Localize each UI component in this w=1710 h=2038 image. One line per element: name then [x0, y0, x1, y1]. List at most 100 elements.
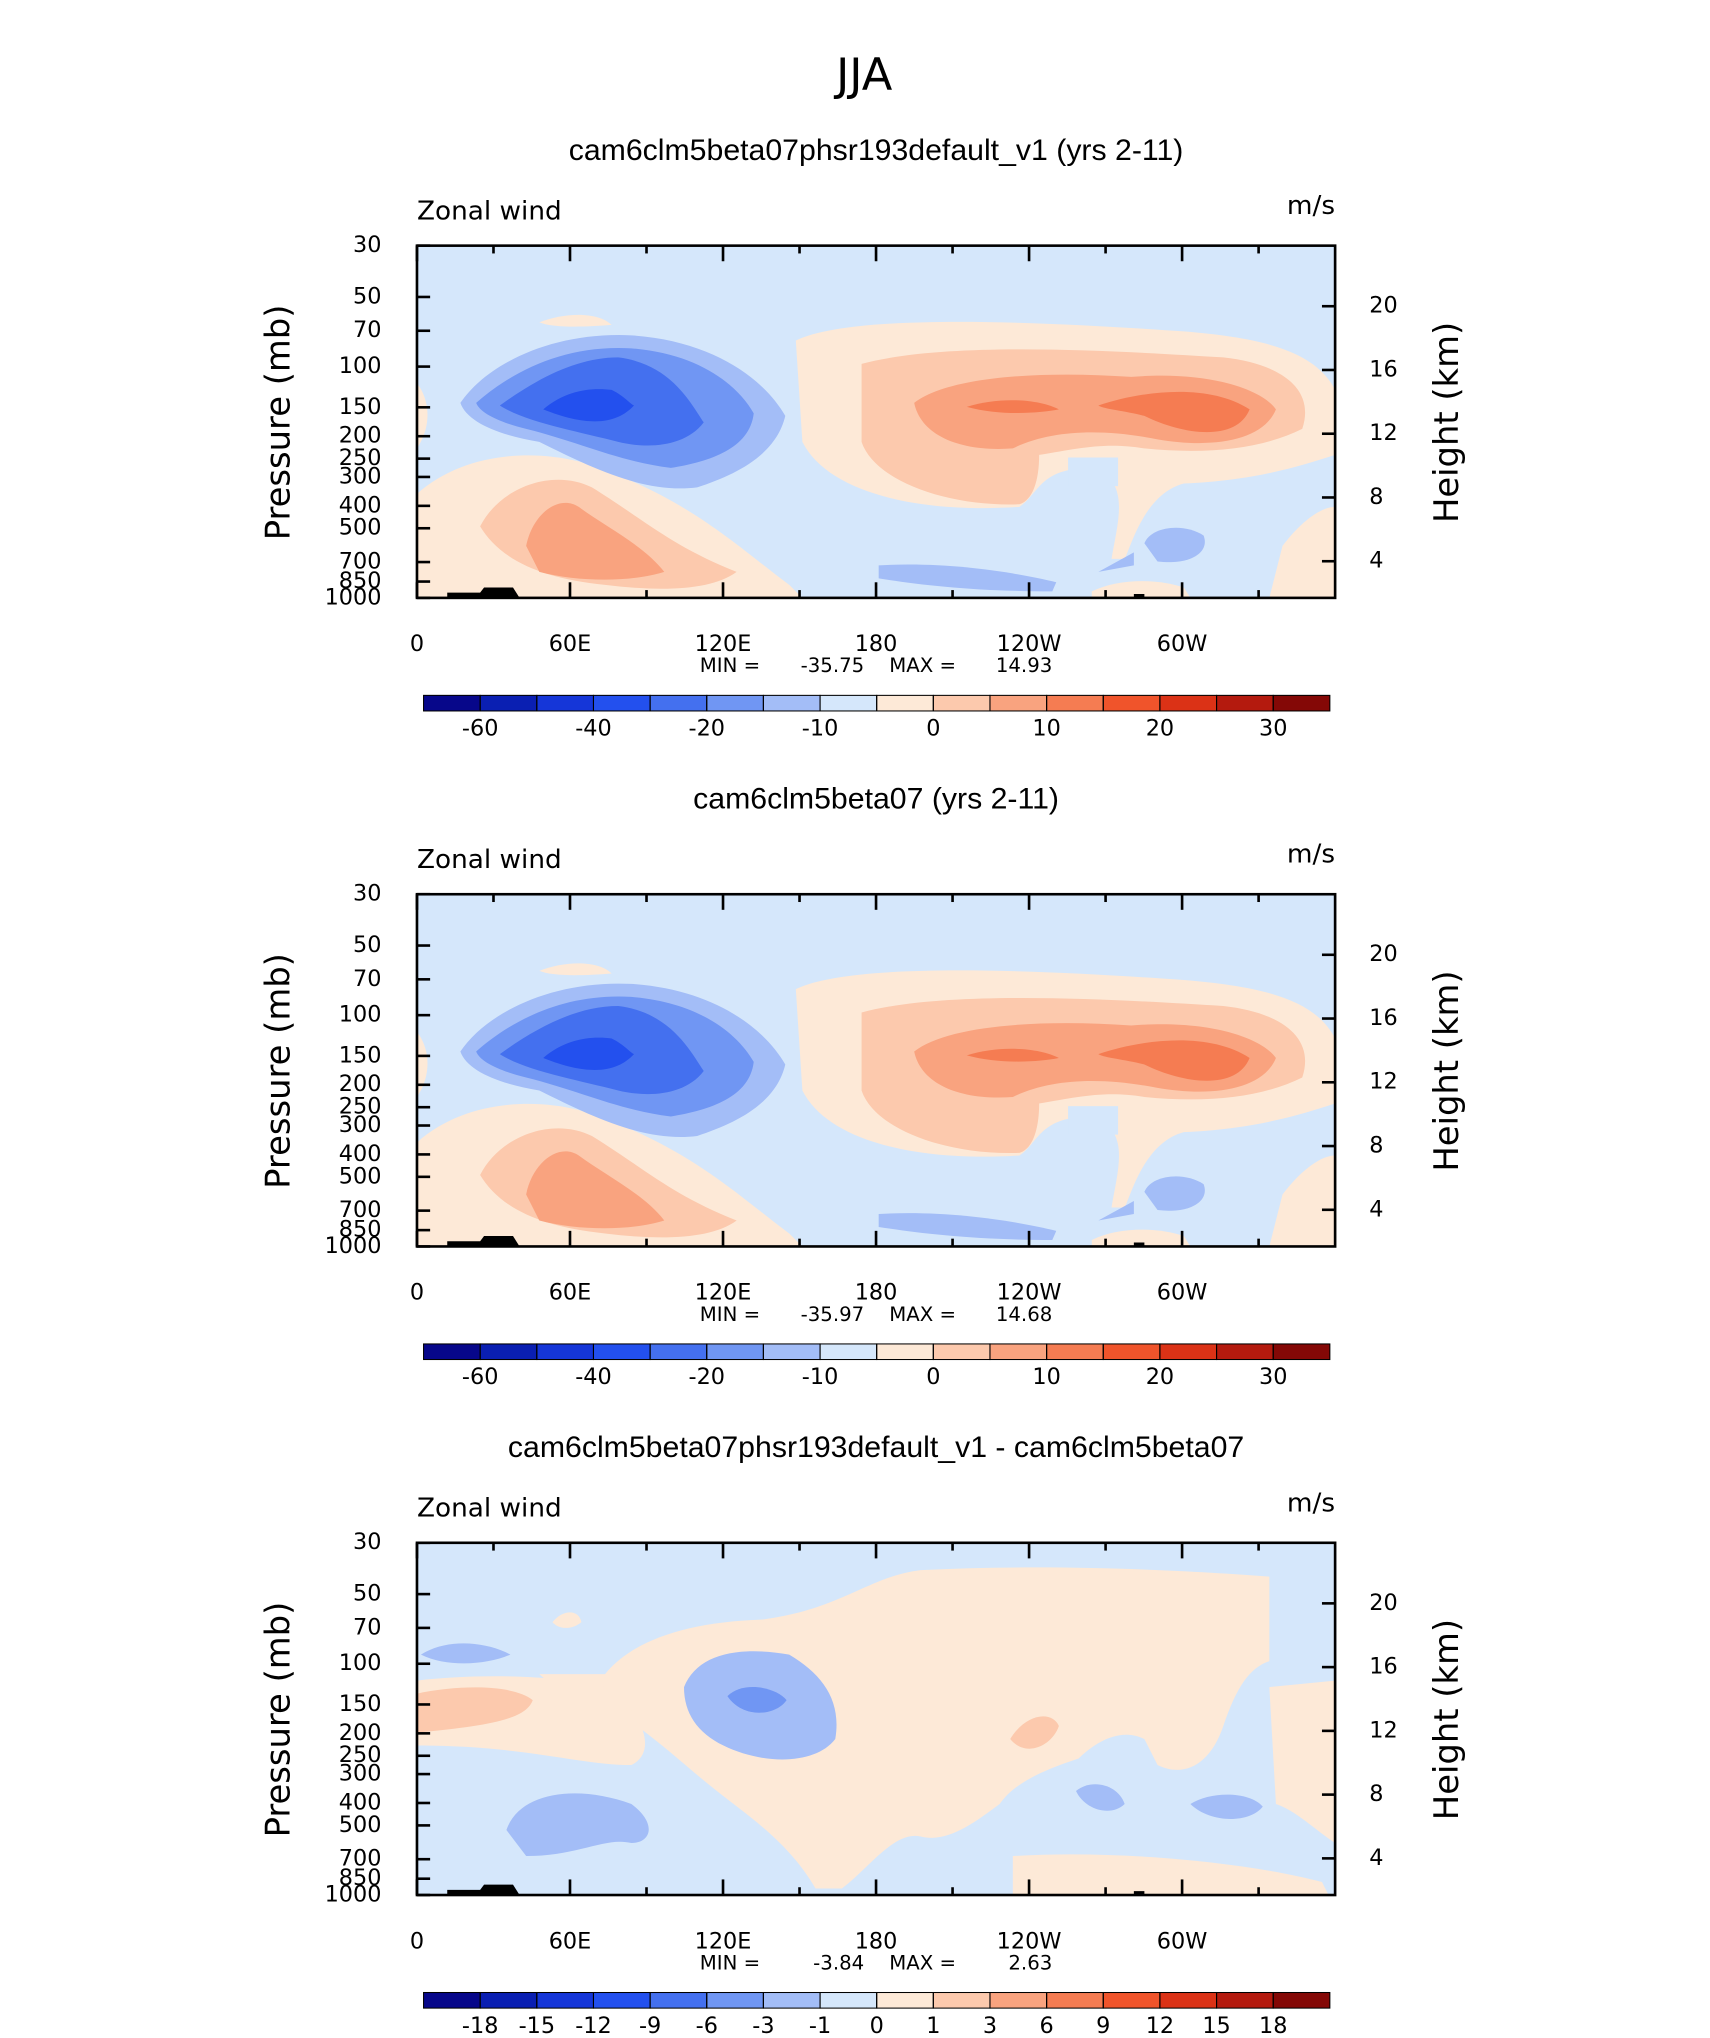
colorbar-label: -3: [752, 2013, 774, 2038]
colorbar-box: [536, 1343, 595, 1361]
x-tick-label: 0: [410, 1928, 424, 1954]
contour-fill: [966, 400, 1059, 413]
y-tick-label: 1000: [325, 1233, 382, 1259]
colorbar-label: 12: [1146, 2013, 1174, 2038]
contour-fill: [526, 1151, 665, 1229]
colorbar-box: [592, 1991, 651, 2009]
contour-fill: [1098, 1200, 1134, 1221]
colorbar-label: 1: [926, 2013, 940, 2038]
colorbar-box: [479, 1343, 538, 1361]
y-tick-label: 250: [339, 1742, 382, 1768]
x-tick-label: 180: [855, 1280, 898, 1306]
colorbar-label: -40: [575, 716, 612, 742]
colorbar-box: [819, 1991, 878, 2009]
y-tick-label: 200: [339, 1720, 382, 1746]
y-tick-label: 30: [353, 232, 381, 258]
y2-tick-label: 8: [1369, 1781, 1383, 1807]
colorbar-box: [479, 1991, 538, 2009]
y-tick-label: 700: [339, 1846, 382, 1872]
colorbar-box: [1272, 694, 1331, 712]
colorbar-box: [423, 1343, 481, 1361]
contour-fill: [1012, 1854, 1329, 1896]
y-tick-label: 50: [353, 284, 381, 310]
colorbar-box: [932, 694, 991, 712]
x-tick-label: 120E: [695, 1280, 752, 1306]
colorbar-box: [423, 694, 481, 712]
colorbar-label: 3: [983, 2013, 997, 2038]
y2-tick-label: 20: [1369, 1590, 1397, 1616]
colorbar-box: [1159, 1991, 1218, 2009]
contour-fill: [416, 1031, 428, 1097]
y-tick-label: 100: [339, 1650, 382, 1676]
colorbar-label: -20: [689, 716, 726, 742]
colorbar-box: [932, 1343, 991, 1361]
colorbar-box: [592, 694, 651, 712]
panel: cam6clm5beta07phsr193default_v1 (yrs 2-1…: [259, 134, 1467, 741]
y-tick-label: 1000: [325, 1882, 382, 1908]
y-tick-label: 400: [339, 492, 382, 518]
contour-fill: [539, 1567, 1270, 1889]
colorbar-label: -60: [462, 1364, 499, 1390]
contour-fill: [1144, 1176, 1205, 1211]
x-tick-label: 120W: [997, 631, 1062, 657]
y-tick-label: 100: [339, 353, 382, 379]
contour-fill: [416, 1687, 533, 1733]
y-tick-label: 50: [353, 932, 381, 958]
y-tick-label: 300: [339, 1761, 382, 1787]
colorbar-label: 10: [1032, 716, 1060, 742]
colorbar-box: [1216, 694, 1274, 712]
colorbar-label: -9: [639, 2013, 661, 2038]
y2-tick-label: 4: [1369, 1196, 1383, 1222]
colorbar-box: [876, 1343, 934, 1361]
y-tick-label: 100: [339, 1002, 382, 1028]
colorbar-box: [819, 694, 878, 712]
units-label: m/s: [1287, 191, 1335, 221]
y-tick-label: 30: [353, 881, 381, 907]
units-label: m/s: [1287, 1488, 1335, 1518]
min-value: -35.75: [801, 654, 865, 677]
max-label: MAX =: [889, 1951, 956, 1974]
y-tick-label: 200: [339, 1071, 382, 1097]
max-value: 2.63: [1008, 1951, 1052, 1974]
colorbar-box: [536, 1991, 595, 2009]
contour-fill: [1010, 1716, 1059, 1749]
colorbar-box: [1159, 1343, 1218, 1361]
x-tick-label: 60E: [549, 1280, 592, 1306]
colorbar-box: [989, 694, 1048, 712]
colorbar-box: [932, 1991, 991, 2009]
colorbar-label: 30: [1259, 1364, 1287, 1390]
colorbar-box: [762, 694, 821, 712]
y2-tick-label: 12: [1369, 420, 1397, 446]
colorbar-box: [479, 694, 538, 712]
y-tick-label: 250: [339, 445, 382, 471]
x-tick-label: 120W: [997, 1928, 1062, 1954]
y-tick-label: 400: [339, 1790, 382, 1816]
colorbar-box: [989, 1343, 1048, 1361]
contour-fill: [543, 389, 635, 422]
y2-axis-title: Height (km): [1427, 1619, 1467, 1820]
y-tick-label: 1000: [325, 584, 382, 610]
colorbar-label: -18: [462, 2013, 499, 2038]
colorbar-box: [706, 694, 764, 712]
colorbar-box: [876, 1991, 934, 2009]
y2-tick-label: 16: [1369, 1005, 1397, 1031]
colorbar-box: [592, 1343, 651, 1361]
colorbar-label: 0: [870, 2013, 884, 2038]
min-label: MIN =: [700, 1951, 760, 1974]
plot-area: [416, 245, 1336, 598]
y2-tick-label: 4: [1369, 1845, 1383, 1871]
colorbar-box: [1046, 1991, 1104, 2009]
y-tick-label: 150: [339, 1691, 382, 1717]
x-tick-label: 0: [410, 631, 424, 657]
colorbar-box: [649, 1343, 708, 1361]
field-label: Zonal wind: [417, 196, 562, 226]
min-label: MIN =: [700, 1303, 760, 1326]
y-tick-label: 70: [353, 317, 381, 343]
colorbar-box: [819, 1343, 878, 1361]
field-label: Zonal wind: [417, 1494, 562, 1524]
panel: cam6clm5beta07phsr193default_v1 - cam6cl…: [259, 1431, 1467, 2038]
y-tick-label: 850: [339, 568, 382, 594]
contour-fill: [966, 1048, 1059, 1062]
colorbar-box: [762, 1343, 821, 1361]
y-tick-label: 500: [339, 1163, 382, 1189]
